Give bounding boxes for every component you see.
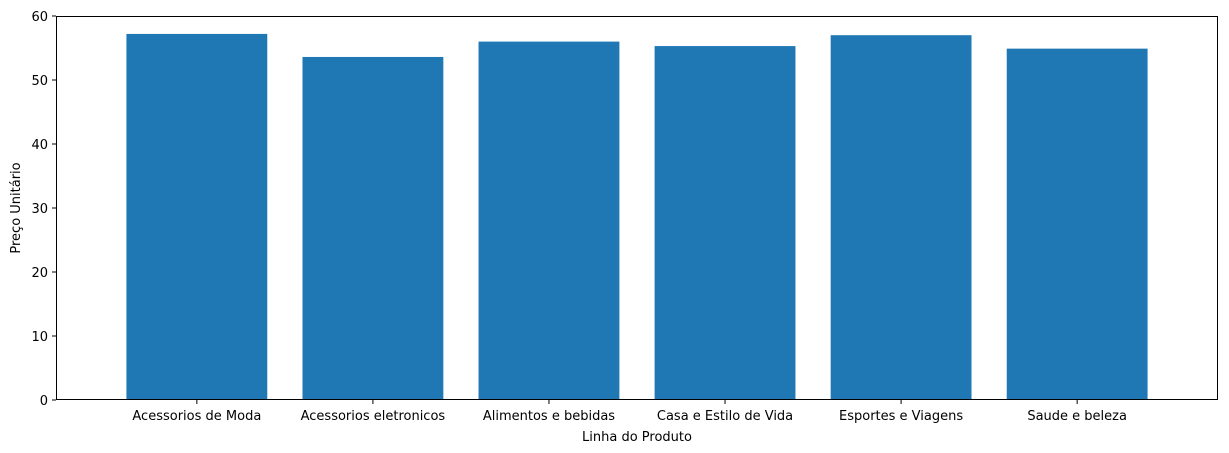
y-axis: 0 10 20 30 40 50 60 xyxy=(31,10,56,409)
x-tick-label-3: Casa e Estilo de Vida xyxy=(657,409,793,424)
x-axis-label: Linha do Produto xyxy=(582,430,692,445)
bar-1 xyxy=(302,56,444,401)
x-axis: Acessorios de Moda Acessorios eletronicos… xyxy=(132,400,1127,424)
y-tick-label-5: 50 xyxy=(31,74,48,89)
x-tick-label-2: Alimentos e bebidas xyxy=(483,409,615,424)
y-tick-label-6: 60 xyxy=(31,10,48,25)
bar-5 xyxy=(1006,48,1148,400)
y-axis-label: Preço Unitário xyxy=(9,162,24,253)
y-tick-label-2: 20 xyxy=(31,266,48,281)
x-tick-label-1: Acessorios eletronicos xyxy=(301,409,446,424)
bar-4 xyxy=(830,35,972,400)
bar-2 xyxy=(478,41,620,400)
plot-frame xyxy=(56,16,1218,400)
y-tick-label-0: 0 xyxy=(40,394,48,409)
bar-0 xyxy=(126,33,268,401)
y-tick-label-1: 10 xyxy=(31,330,48,345)
x-tick-label-5: Saude e beleza xyxy=(1027,409,1127,424)
y-tick-label-3: 30 xyxy=(31,202,48,217)
bars-group xyxy=(126,33,1148,401)
bar-3 xyxy=(654,46,796,400)
y-tick-label-4: 40 xyxy=(31,138,48,153)
x-tick-label-4: Esportes e Viagens xyxy=(839,409,963,424)
x-tick-label-0: Acessorios de Moda xyxy=(132,409,261,424)
